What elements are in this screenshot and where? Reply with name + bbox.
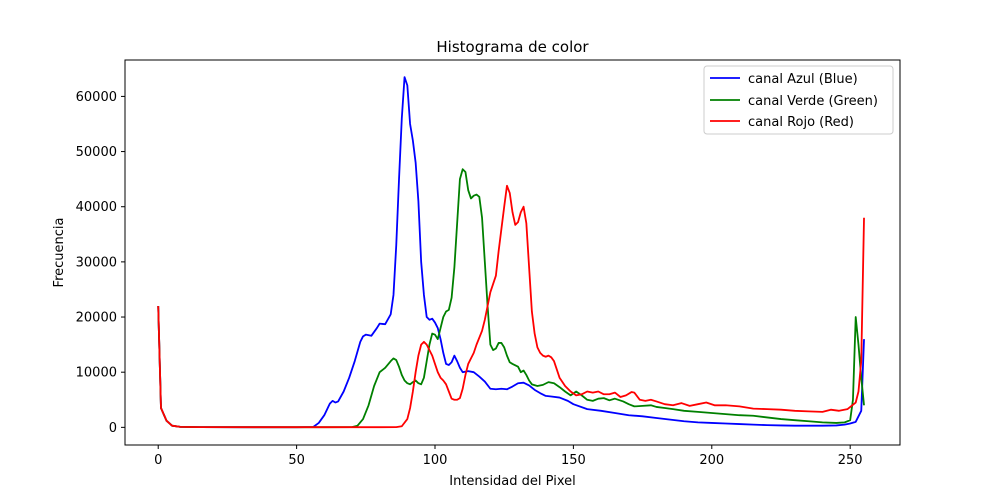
- y-axis-label: Frecuencia: [52, 218, 67, 288]
- y-tick-label: 50000: [76, 145, 117, 160]
- x-tick-label: 200: [699, 453, 724, 468]
- y-tick-label: 60000: [76, 90, 117, 105]
- y-tick-label: 40000: [76, 200, 117, 215]
- legend-entry-blue: canal Azul (Blue): [710, 72, 858, 87]
- x-tick-label: 50: [288, 453, 305, 468]
- legend-box: [703, 65, 894, 135]
- plot-area: [157, 76, 865, 429]
- axes-frame: [124, 59, 901, 446]
- legend: canal Azul (Blue) canal Verde (Green) ca…: [703, 65, 894, 135]
- legend-entry-green: canal Verde (Green): [710, 94, 878, 109]
- x-tick-label: 100: [423, 453, 448, 468]
- series-line-red: [157, 184, 865, 429]
- series-line-blue: [157, 76, 865, 429]
- y-tick-label: 0: [109, 421, 117, 436]
- x-tick-label: 0: [154, 453, 162, 468]
- x-axis-ticks: 0 50 100 150 200 250: [154, 445, 863, 468]
- legend-entry-red: canal Rojo (Red): [710, 115, 854, 130]
- legend-label-green: canal Verde (Green): [748, 94, 878, 109]
- series-line-green: [157, 168, 865, 429]
- y-tick-label: 30000: [76, 255, 117, 270]
- y-axis-ticks: 0 10000 20000 30000 40000 50000 60000: [76, 90, 125, 436]
- chart-title: Histograma de color: [436, 38, 589, 56]
- x-tick-label: 250: [838, 453, 863, 468]
- y-tick-label: 20000: [76, 311, 117, 326]
- legend-label-blue: canal Azul (Blue): [748, 72, 858, 87]
- y-tick-label: 10000: [76, 366, 117, 381]
- legend-label-red: canal Rojo (Red): [748, 115, 854, 130]
- x-tick-label: 150: [561, 453, 586, 468]
- x-axis-label: Intensidad del Pixel: [449, 474, 575, 489]
